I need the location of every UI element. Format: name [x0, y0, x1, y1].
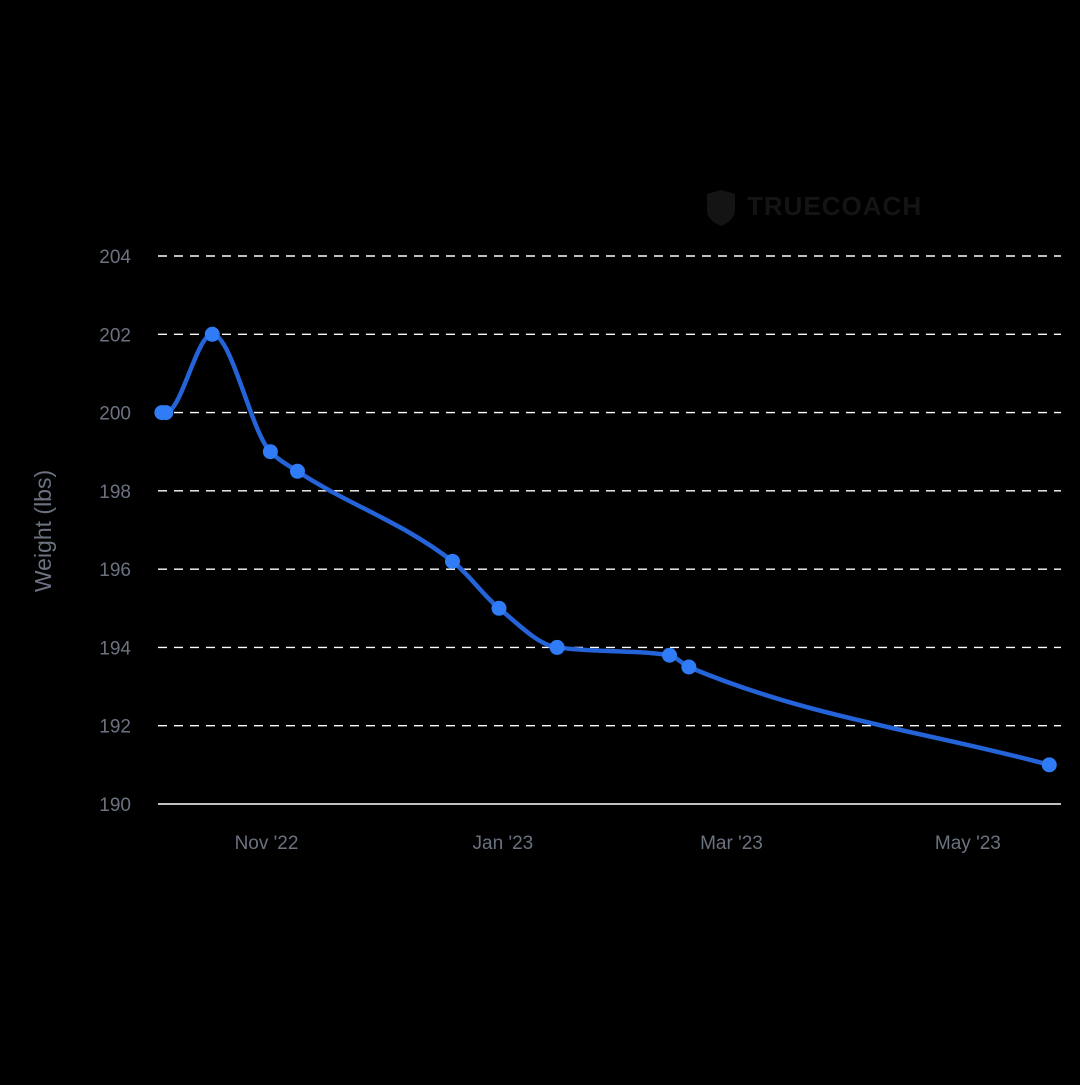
- x-tick-label: Mar '23: [700, 833, 763, 854]
- watermark: TRUECOACH: [707, 190, 922, 226]
- data-point-marker: [290, 463, 305, 479]
- data-point-marker: [681, 659, 697, 675]
- watermark-text: TRUECOACH: [747, 191, 922, 221]
- watermark-logo-icon: [707, 190, 735, 226]
- data-point-marker: [158, 405, 174, 421]
- data-point-marker: [445, 553, 460, 569]
- y-tick-label: 194: [99, 638, 131, 659]
- x-tick-label: Nov '22: [235, 833, 299, 854]
- data-point-marker: [204, 326, 220, 342]
- series-line: [159, 332, 1052, 768]
- y-tick-label: 204: [99, 247, 131, 268]
- data-point-marker: [491, 600, 507, 616]
- y-axis-ticks: 190 192 194 196 198 200 202 204: [99, 247, 131, 816]
- x-axis-ticks: Nov '22 Jan '23 Mar '23 May '23: [235, 833, 1001, 854]
- x-tick-label: May '23: [935, 833, 1001, 854]
- data-point-marker: [662, 647, 677, 663]
- data-point-marker: [262, 444, 278, 460]
- y-tick-label: 200: [99, 404, 131, 425]
- y-tick-label: 198: [99, 482, 131, 503]
- y-tick-label: 196: [99, 560, 131, 581]
- y-tick-label: 192: [99, 717, 131, 738]
- y-axis-title: Weight (lbs): [30, 470, 56, 592]
- data-point-marker: [549, 639, 565, 655]
- data-points: [154, 326, 1057, 773]
- y-tick-label: 202: [99, 325, 131, 346]
- grid: [158, 255, 1061, 805]
- x-tick-label: Jan '23: [473, 833, 534, 854]
- data-point-marker: [1041, 757, 1057, 773]
- y-tick-label: 190: [99, 795, 131, 816]
